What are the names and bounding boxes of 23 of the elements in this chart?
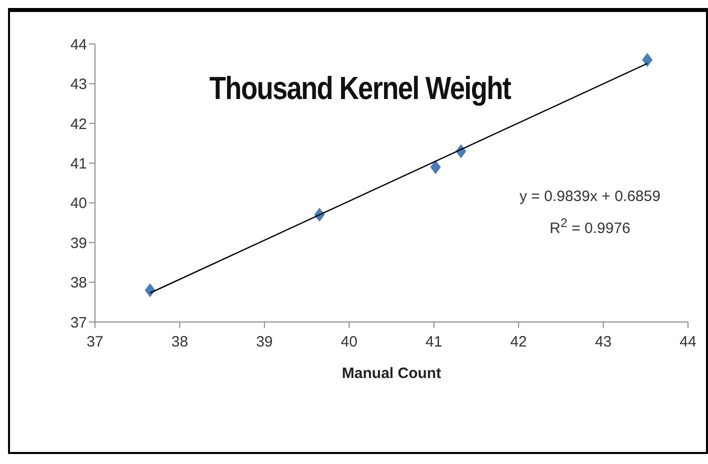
x-tick-label: 41 [426,334,442,351]
x-axis-title: Manual Count [342,365,442,382]
x-tick-label: 37 [86,334,104,351]
y-tick-label: 38 [70,274,87,292]
y-tick-label: 44 [70,36,87,54]
y-tick-label: 40 [70,195,87,212]
y-tick-label: 43 [70,76,87,94]
x-tick-label: 42 [510,334,527,351]
y-tick-label: 41 [70,155,87,172]
point [430,160,441,174]
point [642,52,653,67]
annotation: y = 0.9839x + 0.6859 [518,187,662,207]
x-tick-label: 40 [340,334,358,351]
text: Thousand Kernel Weight [208,70,512,107]
x-tick-label: 39 [256,334,273,351]
y-tick-label: 37 [70,314,87,332]
x-tick-label: 43 [594,334,612,351]
y-tick-label: 39 [70,234,87,252]
annotation: R$^{2}$ = 0.9976 [548,215,632,239]
y-tick-label: 42 [70,116,87,133]
x-tick-label: 44 [680,334,696,351]
point [144,283,156,298]
x-tick-label: 38 [171,334,188,351]
